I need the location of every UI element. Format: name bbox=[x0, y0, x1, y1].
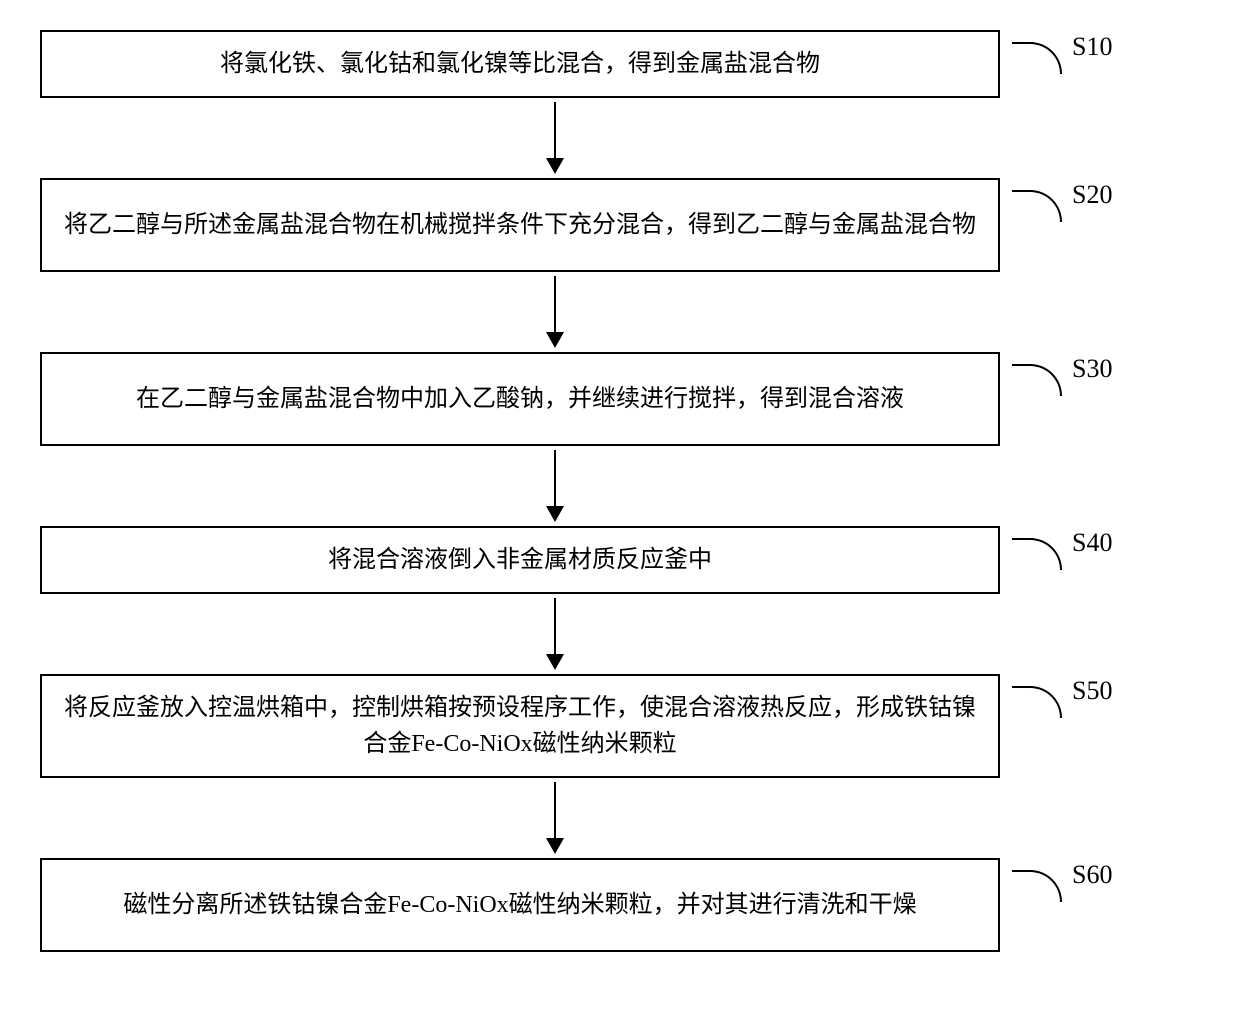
step-row: 磁性分离所述铁钴镍合金Fe-Co-NiOx磁性纳米颗粒，并对其进行清洗和干燥 S… bbox=[40, 858, 1200, 952]
label-connector: S10 bbox=[1012, 32, 1112, 74]
step-box-s30: 在乙二醇与金属盐混合物中加入乙酸钠，并继续进行搅拌，得到混合溶液 bbox=[40, 352, 1000, 446]
arrow-shaft bbox=[554, 450, 557, 506]
step-text: 将混合溶液倒入非金属材质反应釜中 bbox=[328, 542, 712, 578]
arrow-shaft bbox=[554, 276, 557, 332]
step-text: 在乙二醇与金属盐混合物中加入乙酸钠，并继续进行搅拌，得到混合溶液 bbox=[136, 381, 904, 417]
connector-curve bbox=[1012, 538, 1062, 570]
step-label: S60 bbox=[1072, 860, 1112, 890]
arrow-down bbox=[546, 598, 564, 670]
step-box-s20: 将乙二醇与所述金属盐混合物在机械搅拌条件下充分混合，得到乙二醇与金属盐混合物 bbox=[40, 178, 1000, 272]
label-connector: S50 bbox=[1012, 676, 1112, 718]
step-row: 在乙二醇与金属盐混合物中加入乙酸钠，并继续进行搅拌，得到混合溶液 S30 bbox=[40, 352, 1200, 446]
step-row: 将乙二醇与所述金属盐混合物在机械搅拌条件下充分混合，得到乙二醇与金属盐混合物 S… bbox=[40, 178, 1200, 272]
connector-curve bbox=[1012, 870, 1062, 902]
step-text: 将乙二醇与所述金属盐混合物在机械搅拌条件下充分混合，得到乙二醇与金属盐混合物 bbox=[64, 207, 976, 243]
arrow-shaft bbox=[554, 598, 557, 654]
step-label: S50 bbox=[1072, 676, 1112, 706]
label-connector: S20 bbox=[1012, 180, 1112, 222]
connector-curve bbox=[1012, 42, 1062, 74]
label-connector: S30 bbox=[1012, 354, 1112, 396]
step-box-s50: 将反应釜放入控温烘箱中，控制烘箱按预设程序工作，使混合溶液热反应，形成铁钴镍合金… bbox=[40, 674, 1000, 778]
arrow-head bbox=[546, 506, 564, 522]
arrow-down bbox=[546, 782, 564, 854]
arrow-shaft bbox=[554, 102, 557, 158]
step-row: 将反应釜放入控温烘箱中，控制烘箱按预设程序工作，使混合溶液热反应，形成铁钴镍合金… bbox=[40, 674, 1200, 778]
connector-curve bbox=[1012, 364, 1062, 396]
arrow-down bbox=[546, 276, 564, 348]
arrow-shaft bbox=[554, 782, 557, 838]
arrow-head bbox=[546, 654, 564, 670]
connector-curve bbox=[1012, 190, 1062, 222]
arrow-head bbox=[546, 332, 564, 348]
step-text: 将反应釜放入控温烘箱中，控制烘箱按预设程序工作，使混合溶液热反应，形成铁钴镍合金… bbox=[62, 690, 978, 762]
step-box-s40: 将混合溶液倒入非金属材质反应釜中 bbox=[40, 526, 1000, 594]
step-row: 将氯化铁、氯化钴和氯化镍等比混合，得到金属盐混合物 S10 bbox=[40, 30, 1200, 98]
label-connector: S60 bbox=[1012, 860, 1112, 902]
step-text: 将氯化铁、氯化钴和氯化镍等比混合，得到金属盐混合物 bbox=[220, 46, 820, 82]
arrow-head bbox=[546, 838, 564, 854]
flowchart-container: 将氯化铁、氯化钴和氯化镍等比混合，得到金属盐混合物 S10 将乙二醇与所述金属盐… bbox=[40, 30, 1200, 952]
step-row: 将混合溶液倒入非金属材质反应釜中 S40 bbox=[40, 526, 1200, 594]
step-box-s60: 磁性分离所述铁钴镍合金Fe-Co-NiOx磁性纳米颗粒，并对其进行清洗和干燥 bbox=[40, 858, 1000, 952]
step-text: 磁性分离所述铁钴镍合金Fe-Co-NiOx磁性纳米颗粒，并对其进行清洗和干燥 bbox=[123, 887, 916, 923]
connector-curve bbox=[1012, 686, 1062, 718]
step-label: S30 bbox=[1072, 354, 1112, 384]
label-connector: S40 bbox=[1012, 528, 1112, 570]
step-label: S10 bbox=[1072, 32, 1112, 62]
step-box-s10: 将氯化铁、氯化钴和氯化镍等比混合，得到金属盐混合物 bbox=[40, 30, 1000, 98]
step-label: S40 bbox=[1072, 528, 1112, 558]
arrow-down bbox=[546, 450, 564, 522]
arrow-head bbox=[546, 158, 564, 174]
arrow-down bbox=[546, 102, 564, 174]
step-label: S20 bbox=[1072, 180, 1112, 210]
